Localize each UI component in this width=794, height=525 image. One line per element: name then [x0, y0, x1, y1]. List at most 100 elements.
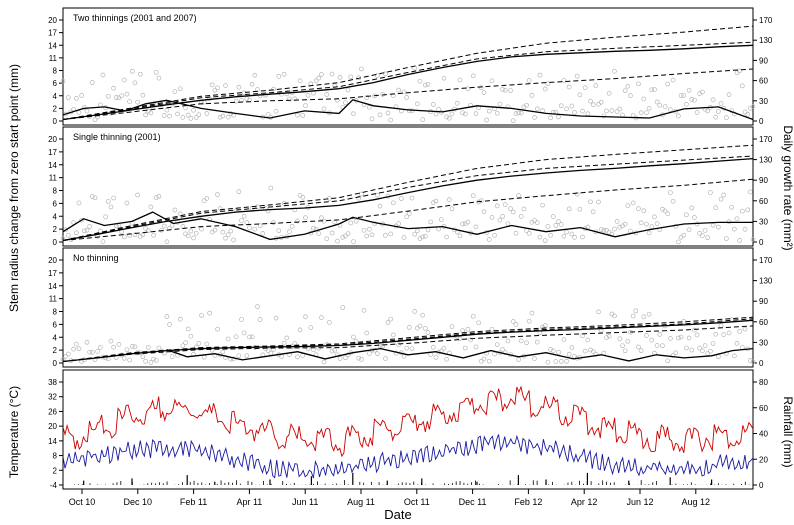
- x-axis: Oct 10 Dec 10 Feb 11 Apr 11 Jun 11 Aug 11 Oct …: [69, 489, 710, 507]
- scatter-point: [484, 117, 489, 123]
- panel-frame: [62, 126, 754, 247]
- scatter-point: [494, 342, 500, 347]
- scatter-point: [708, 348, 713, 354]
- scatter-point: [692, 327, 697, 333]
- scatter-point: [321, 106, 327, 112]
- scatter-point: [622, 348, 628, 354]
- scatter-point: [662, 104, 668, 109]
- scatter-point: [620, 343, 625, 349]
- scatter-point: [692, 215, 697, 220]
- scatter-point: [273, 315, 279, 321]
- scatter-point: [617, 336, 623, 342]
- scatter-point: [617, 224, 623, 230]
- scatter-point: [649, 224, 655, 229]
- scatter-point: [646, 311, 652, 317]
- scatter-point: [364, 330, 370, 336]
- scatter-point: [143, 358, 148, 364]
- scatter-point: [412, 309, 418, 314]
- scatter-point: [561, 78, 567, 83]
- scatter-point: [465, 86, 471, 92]
- scatter-point: [390, 93, 396, 98]
- scatter-point: [646, 230, 652, 236]
- scatter-point: [502, 202, 508, 207]
- panel-4: -4 2 8 14 20 26 32 38 0 20 40 60 80: [48, 369, 768, 490]
- scatter-point: [462, 111, 468, 117]
- left-tick-label: 6: [53, 79, 58, 88]
- scatter-point: [116, 342, 122, 347]
- scatter-point: [71, 346, 77, 352]
- scatter-point: [124, 91, 130, 97]
- scatter-point: [241, 213, 247, 219]
- scatter-point: [441, 75, 447, 81]
- scatter-point: [556, 114, 561, 120]
- scatter-point: [303, 215, 308, 221]
- scatter-point: [351, 111, 356, 117]
- scatter-point: [132, 344, 138, 350]
- scatter-point: [649, 337, 655, 343]
- scatter-point: [558, 359, 564, 364]
- scatter-point: [505, 104, 511, 110]
- right-tick-label: 90: [759, 297, 768, 306]
- scatter-point: [353, 338, 359, 344]
- scatter-point: [681, 93, 687, 98]
- confidence-line: [62, 178, 754, 241]
- scatter-point: [710, 97, 716, 103]
- scatter-point: [705, 108, 711, 114]
- scatter-point: [244, 96, 250, 101]
- right-tick-label: 20: [759, 455, 768, 464]
- scatter-point: [513, 230, 519, 236]
- scatter-point: [151, 356, 156, 362]
- scatter-point: [84, 227, 90, 233]
- scatter-point: [446, 197, 452, 202]
- scatter-point: [742, 326, 748, 332]
- left-tick-label: 2: [53, 346, 58, 355]
- scatter-point: [121, 234, 127, 240]
- scatter-point: [244, 220, 250, 225]
- scatter-point: [89, 80, 95, 85]
- left-tick-label: 14: [48, 41, 57, 50]
- scatter-point: [566, 351, 572, 357]
- scatter-point: [356, 195, 362, 201]
- scatter-point: [670, 198, 676, 204]
- scatter-point: [116, 223, 122, 229]
- scatter-point: [271, 86, 276, 92]
- confidence-line: [62, 316, 754, 362]
- scatter-point: [596, 309, 601, 315]
- scatter-point: [276, 73, 282, 79]
- scatter-point: [462, 345, 468, 351]
- scatter-point: [734, 216, 740, 222]
- scatter-point: [311, 90, 316, 96]
- scatter-point: [215, 192, 220, 197]
- scatter-point: [63, 354, 69, 359]
- scatter-point: [84, 339, 90, 345]
- scatter-point: [548, 347, 553, 352]
- confidence-line: [62, 155, 754, 241]
- scatter-point: [159, 227, 164, 233]
- scatter-point: [604, 335, 609, 340]
- scatter-point: [580, 234, 585, 240]
- scatter-point: [414, 325, 420, 331]
- scatter-point: [156, 193, 162, 199]
- scatter-point: [79, 217, 84, 223]
- scatter-point: [345, 352, 351, 358]
- scatter-point: [438, 217, 444, 222]
- shared-left-label: Stem radius change from zero start point…: [7, 64, 21, 312]
- right-tick-label: 40: [759, 430, 768, 439]
- scatter-point: [257, 223, 263, 229]
- scatter-point: [100, 72, 106, 78]
- scatter-point: [694, 332, 700, 338]
- left-tick-label: 11: [49, 295, 58, 304]
- scatter-point: [327, 319, 332, 325]
- scatter-point: [393, 350, 399, 356]
- scatter-point: [276, 228, 282, 234]
- right-tick-label: 60: [759, 404, 768, 413]
- left-tick-label: 4: [53, 92, 58, 101]
- scatter-point: [319, 315, 324, 320]
- left-tick-label: 0: [53, 359, 58, 368]
- scatter-point: [481, 90, 487, 95]
- scatter-point: [364, 233, 370, 239]
- panel-title: Two thinnings (2001 and 2007): [73, 13, 197, 23]
- scatter-point: [644, 221, 649, 227]
- scatter-point: [708, 190, 713, 195]
- scatter-point: [316, 231, 322, 236]
